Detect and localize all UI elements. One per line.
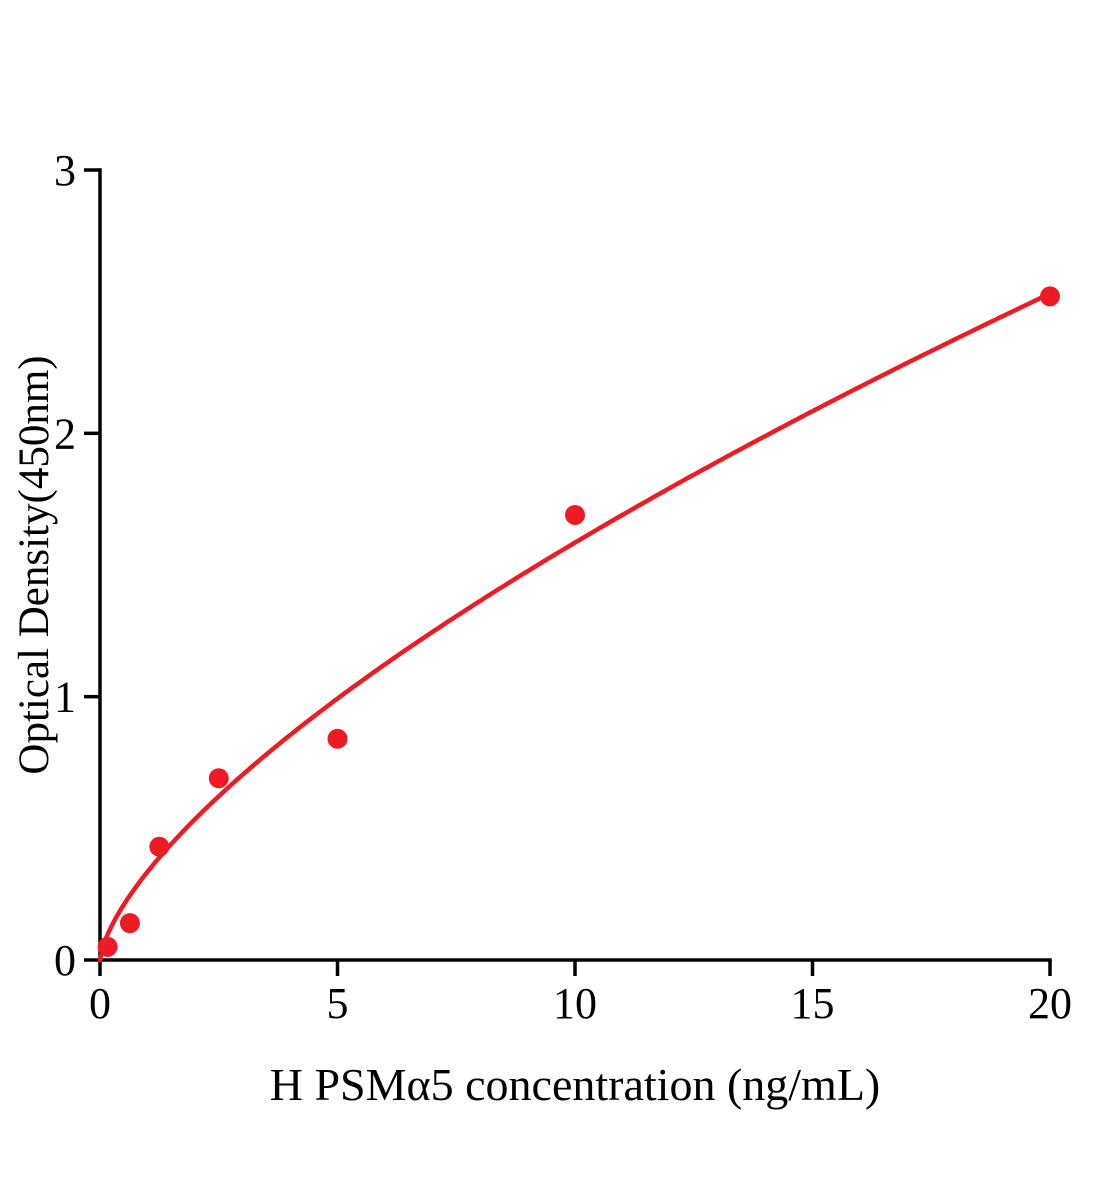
y-tick-label: 3: [54, 146, 76, 195]
data-point: [97, 936, 118, 957]
x-tick-label: 5: [327, 979, 349, 1028]
fit-curve: [97, 291, 1053, 963]
y-tick-label: 2: [54, 409, 76, 458]
y-tick-label: 1: [54, 673, 76, 722]
data-point: [149, 836, 170, 857]
y-tick-label: 0: [54, 936, 76, 985]
data-point: [208, 768, 229, 789]
axis-lines: [98, 168, 1052, 962]
x-tick-label: 20: [1028, 979, 1072, 1028]
data-point: [119, 913, 140, 934]
data-point: [565, 504, 585, 525]
x-tick-label: 15: [791, 979, 835, 1028]
y-axis-title: Optical Density(450nm): [11, 355, 58, 775]
data-point: [327, 728, 348, 749]
x-tick-label: 10: [553, 979, 597, 1028]
x-axis-title: H PSMα5 concentration (ng/mL): [269, 1059, 881, 1110]
data-point: [1040, 286, 1060, 307]
x-tick-label: 0: [89, 979, 111, 1028]
